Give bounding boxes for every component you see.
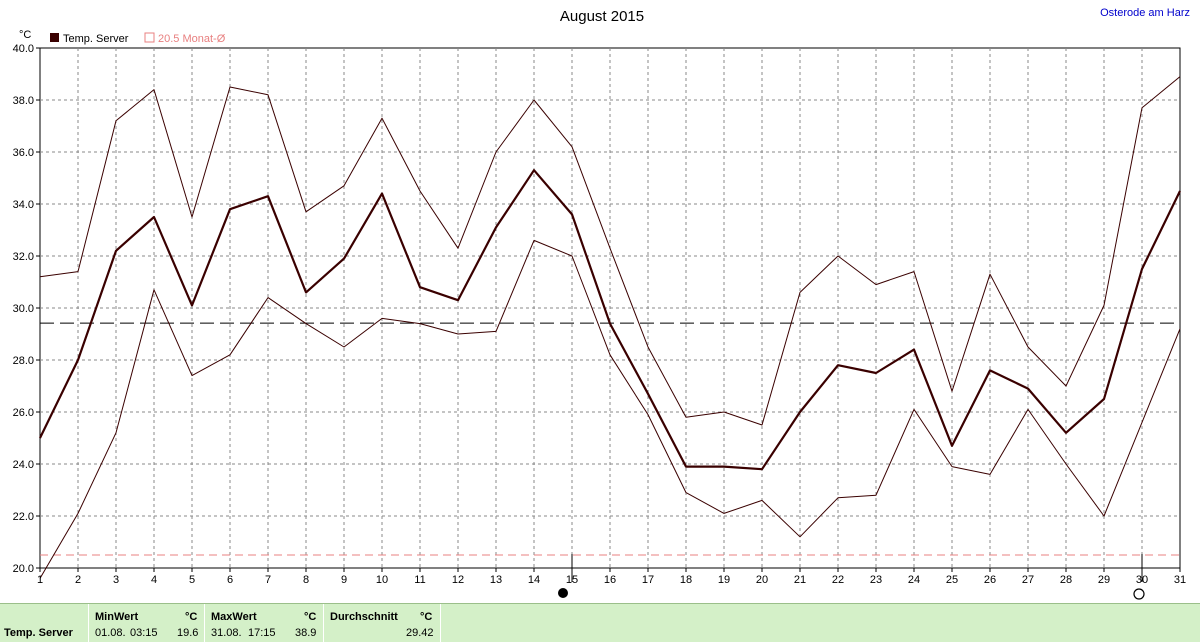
legend-swatch-temp-server: [50, 33, 59, 42]
x-axis-ticks: 1 2 3 4 5 6 7 8 9 10 11 12 13 14 15 16 17 18 19 20 21 22 23 24 2…: [37, 568, 1186, 586]
y-tick-label: 26.0: [13, 407, 34, 419]
y-tick-label: 30.0: [13, 303, 34, 315]
y-tick-label: 38.0: [13, 95, 34, 107]
max-date: 31.08.: [211, 627, 242, 639]
max-unit: °C: [304, 611, 317, 623]
x-tick-label: 12: [452, 574, 464, 586]
min-value: 19.6: [177, 627, 199, 639]
average-unit: °C: [420, 611, 433, 623]
grid: [40, 48, 1180, 568]
x-tick-label: 2: [75, 574, 81, 586]
x-tick-label: 24: [908, 574, 920, 586]
x-tick-label: 29: [1098, 574, 1110, 586]
x-tick-label: 13: [490, 574, 502, 586]
new-moon-icon: [1133, 588, 1145, 600]
series-line-max: [39, 76, 1181, 426]
x-tick-label: 5: [189, 574, 195, 586]
legend: Temp. Server 20.5 Monat-Ø: [50, 32, 226, 45]
x-tick-label: 21: [794, 574, 806, 586]
location-label: Osterode am Harz: [1100, 7, 1190, 19]
y-axis-unit: °C: [19, 29, 31, 41]
x-tick-label: 27: [1022, 574, 1034, 586]
average-header: Durchschnitt: [330, 611, 398, 623]
chart-title: August 2015: [560, 8, 644, 25]
x-tick-label: 26: [984, 574, 996, 586]
x-tick-label: 8: [303, 574, 309, 586]
y-tick-label: 32.0: [13, 251, 34, 263]
x-tick-label: 3: [113, 574, 119, 586]
x-tick-label: 11: [414, 574, 425, 586]
x-tick-label: 6: [227, 574, 233, 586]
min-header: MinWert: [95, 611, 139, 623]
x-tick-label: 10: [376, 574, 388, 586]
y-tick-label: 40.0: [13, 43, 34, 55]
max-value-cell: MaxWert °C 31.08. 17:15 38.9: [205, 604, 324, 642]
max-time: 17:15: [248, 627, 276, 639]
series-lines: [39, 76, 1181, 579]
x-tick-label: 19: [718, 574, 730, 586]
x-tick-label: 23: [870, 574, 882, 586]
x-tick-label: 7: [265, 574, 271, 586]
x-tick-label: 17: [642, 574, 654, 586]
x-tick-label: 16: [604, 574, 616, 586]
min-value-cell: MinWert °C 01.08. 03:15 19.6: [89, 604, 205, 642]
max-header: MaxWert: [211, 611, 257, 623]
average-value: 29.42: [406, 627, 434, 639]
temperature-chart: August 2015 Osterode am Harz °C Temp. Se…: [13, 7, 1190, 600]
min-unit: °C: [185, 611, 198, 623]
legend-swatch-month-average: [144, 32, 155, 43]
x-tick-label: 28: [1060, 574, 1072, 586]
min-time: 03:15: [130, 627, 158, 639]
x-tick-label: 9: [341, 574, 347, 586]
x-tick-label: 20: [756, 574, 768, 586]
full-moon-icon: [558, 588, 568, 598]
y-tick-label: 20.0: [13, 563, 34, 575]
series-line-mean: [39, 169, 1181, 471]
legend-label-temp-server: Temp. Server: [63, 33, 129, 45]
max-value: 38.9: [295, 627, 317, 639]
x-tick-label: 1: [37, 574, 43, 586]
min-date: 01.08.: [95, 627, 126, 639]
summary-row-label: Temp. Server: [4, 627, 73, 639]
x-tick-label: 22: [832, 574, 844, 586]
legend-label-month-average: 20.5 Monat-Ø: [158, 33, 226, 45]
y-axis-ticks: 20.0 22.0 24.0 26.0 28.0 30.0 32.0 34.0 36.0 38.0…: [13, 43, 40, 575]
x-tick-label: 18: [680, 574, 692, 586]
y-tick-label: 34.0: [13, 199, 34, 211]
x-tick-label: 25: [946, 574, 958, 586]
summary-panel: Temp. Server MinWert °C 01.08. 03:15 19.…: [0, 603, 1200, 642]
y-tick-label: 36.0: [13, 147, 34, 159]
x-tick-label: 4: [151, 574, 157, 586]
y-tick-label: 24.0: [13, 459, 34, 471]
average-cell: Durchschnitt °C 29.42: [324, 604, 441, 642]
x-tick-label: 31: [1174, 574, 1186, 586]
y-tick-label: 22.0: [13, 511, 34, 523]
x-tick-label: 14: [528, 574, 540, 586]
summary-row-header: Temp. Server: [0, 604, 89, 642]
y-tick-label: 28.0: [13, 355, 34, 367]
moon-markers: [558, 554, 1145, 600]
series-line-min: [39, 239, 1181, 579]
